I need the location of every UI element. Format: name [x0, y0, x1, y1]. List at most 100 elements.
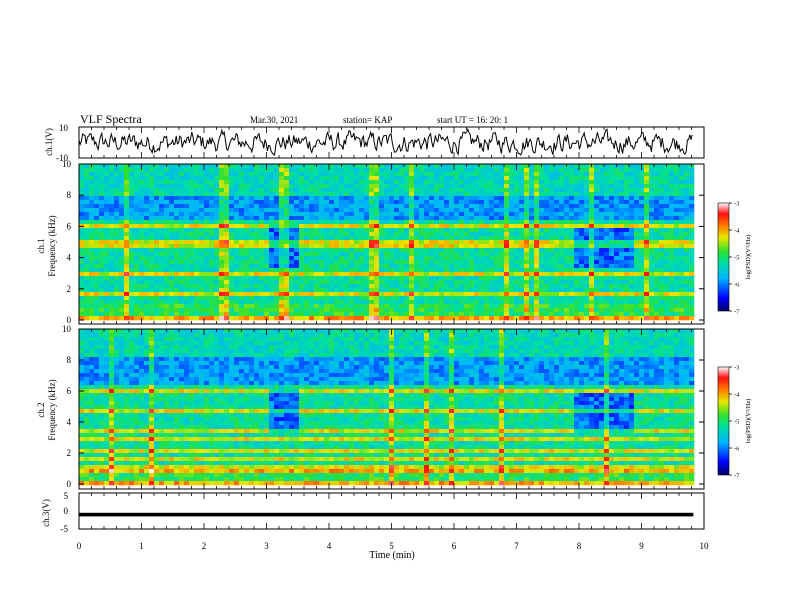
spectrogram-cell [99, 200, 105, 205]
spectrogram-cell [119, 228, 125, 233]
spectrogram-cell [274, 168, 280, 173]
spectrogram-cell [579, 228, 585, 233]
spectrogram-cell [124, 220, 130, 225]
spectrogram-cell [324, 236, 330, 241]
spectrogram-cell [639, 264, 645, 269]
spectrogram-cell [259, 232, 265, 237]
spectrogram-cell [639, 260, 645, 265]
spectrogram-cell [544, 180, 550, 185]
spectrogram-cell [84, 353, 90, 358]
spectrogram-cell [484, 264, 490, 269]
spectrogram-cell [214, 296, 220, 301]
spectrogram-cell [629, 316, 635, 321]
spectrogram-cell [644, 176, 650, 181]
spectrogram-cell [409, 300, 415, 305]
spectrogram-cell [574, 196, 580, 201]
spectrogram-cell [584, 292, 590, 297]
spectrogram-cell [154, 212, 160, 217]
spectrogram-cell [294, 192, 300, 197]
spectrogram-cell [639, 308, 645, 313]
spectrogram-cell [664, 196, 670, 201]
spectrogram-cell [189, 220, 195, 225]
spectrogram-cell [569, 276, 575, 281]
spectrogram-cell [569, 256, 575, 261]
spectrogram-cell [369, 288, 375, 293]
spectrogram-cell [549, 284, 555, 289]
spectrogram-cell [594, 188, 600, 193]
spectrogram-cell [344, 308, 350, 313]
spectrogram-cell [584, 300, 590, 305]
spectrogram-cell [414, 180, 420, 185]
spectrogram-cell [429, 308, 435, 313]
spectrogram-cell [514, 280, 520, 285]
spectrogram-cell [339, 276, 345, 281]
spectrogram-cell [664, 284, 670, 289]
spectrogram-cell [94, 401, 100, 406]
spectrogram-cell [344, 256, 350, 261]
spectrogram-cell [419, 216, 425, 221]
spectrogram-cell [644, 236, 650, 241]
spectrogram-cell [124, 188, 130, 193]
spectrogram-cell [439, 172, 445, 177]
spectrogram-cell [199, 232, 205, 237]
spectrogram-cell [679, 316, 685, 321]
spectrogram-cell [439, 308, 445, 313]
spectrogram-cell [689, 304, 695, 309]
spectrogram-cell [334, 164, 340, 169]
spectrogram-cell [194, 200, 200, 205]
spectrogram-cell [559, 192, 565, 197]
spectrogram-cell [89, 216, 95, 221]
spectrogram-cell [614, 248, 620, 253]
spectrogram-cell [589, 192, 595, 197]
spectrogram-cell [79, 212, 85, 217]
spectrogram-cell [639, 168, 645, 173]
spectrogram-cell [539, 208, 545, 213]
spectrogram-cell [289, 240, 295, 245]
spectrogram-cell [629, 240, 635, 245]
spectrogram-cell [104, 316, 110, 321]
spectrogram-cell [394, 236, 400, 241]
spectrogram-cell [339, 252, 345, 257]
spectrogram-cell [339, 268, 345, 273]
spectrogram-cell [254, 256, 260, 261]
spectrogram-cell [519, 232, 525, 237]
spectrogram-cell [294, 252, 300, 257]
spectrogram-cell [114, 312, 120, 317]
spectrogram-cell [404, 216, 410, 221]
spectrogram-cell [409, 164, 415, 169]
spectrogram-cell [424, 276, 430, 281]
spectrogram-cell [674, 168, 680, 173]
spectrogram-cell [589, 284, 595, 289]
spectrogram-cell [444, 308, 450, 313]
spectrogram-cell [574, 316, 580, 321]
spectrogram-cell [459, 212, 465, 217]
spectrogram-cell [104, 272, 110, 277]
spectrogram-cell [644, 180, 650, 185]
spectrogram-cell [609, 168, 615, 173]
spectrogram-cell [599, 220, 605, 225]
spectrogram-cell [214, 288, 220, 293]
spectrogram-cell [219, 188, 225, 193]
spectrogram-cell [329, 236, 335, 241]
spectrogram-cell [179, 248, 185, 253]
spectrogram-cell [84, 276, 90, 281]
spectrogram-cell [259, 208, 265, 213]
spectrogram-cell [364, 188, 370, 193]
spectrogram-cell [379, 172, 385, 177]
spectrogram-cell [344, 240, 350, 245]
spectrogram-cell [524, 284, 530, 289]
spectrogram-cell [609, 224, 615, 229]
spectrogram-cell [579, 272, 585, 277]
spectrogram-cell [529, 228, 535, 233]
spectrogram-cell [84, 264, 90, 269]
spectrogram-cell [454, 280, 460, 285]
spectrogram-cell [494, 248, 500, 253]
spectrogram-cell [299, 280, 305, 285]
spectrogram-cell [459, 316, 465, 321]
spectrogram-cell [314, 212, 320, 217]
spectrogram-cell [484, 260, 490, 265]
spectrogram-cell [149, 300, 155, 305]
spectrogram-cell [319, 232, 325, 237]
spectrogram-cell [679, 228, 685, 233]
spectrogram-cell [484, 236, 490, 241]
